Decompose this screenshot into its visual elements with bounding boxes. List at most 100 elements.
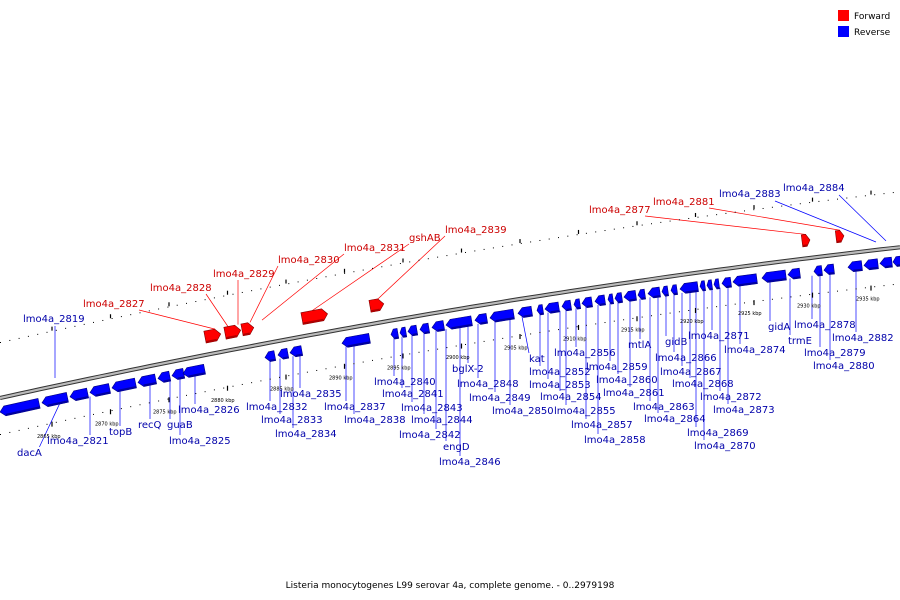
- gene-shade: [412, 333, 418, 336]
- reverse-gene-label: lmo4a_2841: [382, 389, 444, 400]
- legend: Forward Reverse: [838, 10, 891, 38]
- reverse-gene-arrow: [594, 294, 606, 306]
- tick-dot: [874, 286, 876, 288]
- tick-dot: [37, 333, 39, 335]
- gene-shade: [403, 334, 407, 338]
- reverse-gene-arrow: [277, 347, 290, 360]
- gene-shade: [618, 300, 623, 303]
- gene-shade: [767, 277, 787, 283]
- gene-shade: [370, 308, 380, 313]
- gene-shade: [95, 391, 111, 397]
- reverse-gene-arrow: [706, 279, 713, 291]
- reverse-gene-arrow: [264, 350, 277, 362]
- tick-dot: [306, 371, 308, 373]
- reverse-leader-line: [521, 316, 530, 354]
- gene-body: [706, 279, 713, 291]
- reverse-gene-label: lmo4a_2842: [399, 430, 461, 441]
- tick-dot: [65, 327, 67, 329]
- reverse-gene-label: lmo4a_2872: [700, 392, 762, 403]
- tick-dot: [130, 314, 132, 316]
- gene-shade: [269, 358, 276, 362]
- gene-body: [0, 398, 41, 417]
- tick-dot: [372, 359, 373, 361]
- tick-dot: [613, 320, 615, 322]
- tick-dot: [585, 324, 587, 326]
- tick-dot: [390, 356, 392, 358]
- scale-tick-label: 2920 kbp: [680, 319, 704, 325]
- gene-shade: [793, 276, 801, 280]
- scale-tick-label: 2875 kbp: [153, 410, 177, 416]
- tick-dot: [465, 343, 466, 345]
- tick-dot: [762, 299, 764, 301]
- tick-dot: [316, 369, 318, 371]
- tick-dot: [130, 406, 132, 408]
- map-caption: Listeria monocytogenes L99 serovar 4a, c…: [286, 581, 615, 591]
- tick-dot: [660, 313, 662, 315]
- reverse-gene-label: lmo4a_2852: [529, 367, 591, 378]
- tick-dot: [455, 253, 457, 255]
- gene-shade: [817, 273, 823, 277]
- forward-gene-label: lmo4a_2830: [278, 255, 340, 266]
- tick-dot: [381, 266, 383, 268]
- tick-dot: [883, 193, 885, 195]
- tick-dot: [697, 216, 699, 218]
- reverse-gene-arrow: [289, 345, 304, 358]
- forward-gene-label: lmo4a_2881: [653, 197, 715, 208]
- reverse-gene-label: lmo4a_2821: [47, 436, 109, 447]
- tick-dot: [604, 230, 606, 232]
- reverse-gene-label: gidA: [768, 322, 790, 333]
- reverse-gene-arrow: [721, 276, 732, 289]
- gene-body: [614, 292, 623, 304]
- scale-tick-label: 2885 kbp: [270, 387, 294, 393]
- legend-forward-label: Forward: [854, 12, 890, 22]
- reverse-gene-label: trmE: [788, 336, 812, 347]
- tick-dot: [892, 284, 894, 286]
- gene-body: [277, 347, 290, 360]
- tick-dot: [604, 322, 606, 324]
- reverse-gene-label: lmo4a_2884: [783, 183, 845, 194]
- scale-tick-label: 2910 kbp: [563, 336, 587, 342]
- forward-gene-arrow: [203, 328, 222, 344]
- tick-dot: [260, 288, 262, 290]
- label-leader-lines: [39, 194, 887, 456]
- reverse-gene-arrow: [69, 387, 90, 401]
- gene-shade: [802, 244, 808, 247]
- tick-dot: [139, 312, 141, 314]
- tick-dot: [799, 203, 801, 205]
- tick-dot: [18, 429, 20, 431]
- tick-dot: [381, 358, 383, 360]
- tick-dot: [725, 304, 727, 306]
- forward-gene-arrow: [800, 234, 811, 248]
- tick-dot: [669, 312, 671, 314]
- gene-shade: [163, 379, 171, 383]
- gene-body: [474, 313, 488, 325]
- gene-shade: [75, 395, 89, 401]
- tick-dot: [213, 297, 215, 299]
- tick-dot: [213, 389, 215, 391]
- gene-body: [813, 265, 823, 277]
- tick-dot: [195, 301, 197, 303]
- gene-shade: [540, 312, 544, 315]
- reverse-gene-arrow: [813, 265, 823, 277]
- forward-gene-arrow: [300, 308, 328, 325]
- gene-labels: 2865 kbp 2870 kbp 2875 kbp 2880 kbp 2885 kbp…: [17, 183, 894, 468]
- reverse-gene-label: kat: [529, 354, 545, 365]
- forward-gene-label: lmo4a_2877: [589, 205, 651, 216]
- gene-body: [581, 296, 593, 308]
- reverse-gene-label: lmo4a_2843: [401, 403, 463, 414]
- reverse-gene-label: lmo4a_2864: [644, 414, 706, 425]
- gene-shade: [702, 288, 706, 291]
- forward-leader-line: [708, 207, 841, 231]
- tick-dot: [269, 378, 271, 380]
- tick-dot: [260, 380, 262, 382]
- gene-shade: [451, 323, 473, 330]
- tick-dot: [306, 279, 308, 281]
- tick-dot: [288, 283, 290, 285]
- tick-dot: [651, 223, 652, 225]
- tick-dot: [9, 339, 11, 341]
- tick-dot: [455, 345, 457, 347]
- tick-dot: [111, 410, 113, 412]
- tick-dot: [548, 330, 550, 332]
- scale-tick-label: 2865 kbp: [37, 434, 61, 440]
- tick-dot: [483, 248, 485, 250]
